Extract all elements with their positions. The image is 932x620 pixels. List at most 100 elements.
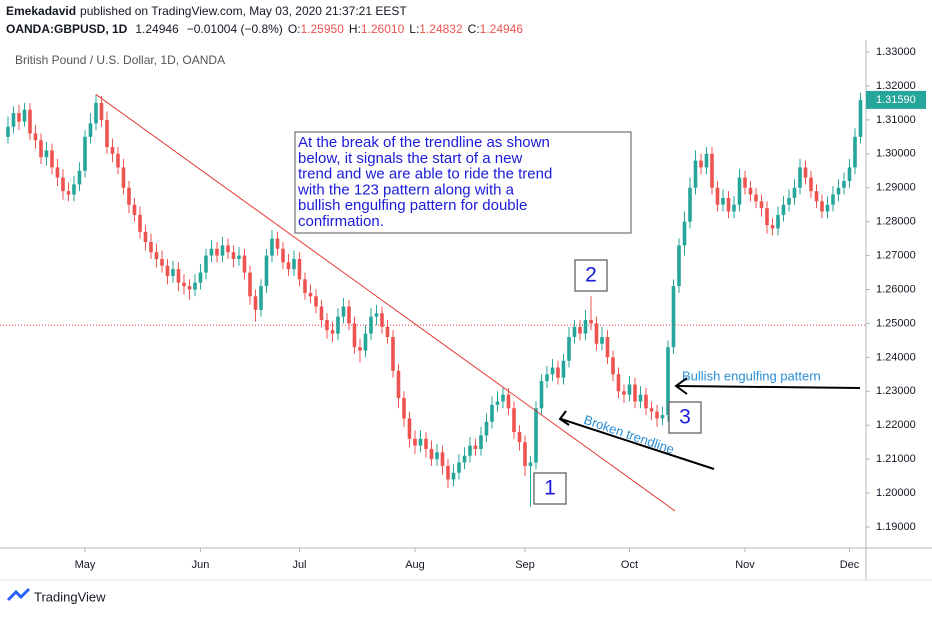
y-tick-label: 1.30000 <box>876 148 916 160</box>
candle-body <box>473 445 478 449</box>
candle-body <box>567 337 571 361</box>
candle-body <box>556 367 560 378</box>
candle-body <box>693 160 698 188</box>
candle-body <box>352 323 357 348</box>
annotation: Bullish engulfing pattern <box>682 368 821 383</box>
candle-body <box>677 245 681 287</box>
candle-body <box>523 442 527 466</box>
candle-body <box>28 109 32 134</box>
note-line: At the break of the trendline as shown <box>298 134 550 151</box>
arrow-trendline <box>558 410 715 470</box>
last-price-box <box>866 90 926 109</box>
candle-body <box>231 252 236 259</box>
note-line: bullish engulfing pattern for double <box>298 197 527 214</box>
note-line: with the 123 pattern along with a <box>297 181 515 198</box>
candle-body <box>583 320 588 334</box>
candle-body <box>248 272 252 297</box>
candle-body <box>88 123 93 137</box>
y-tick-label: 1.23000 <box>876 385 916 397</box>
candle-body <box>638 394 643 402</box>
y-tick-label: 1.27000 <box>876 249 916 261</box>
candle-body <box>259 286 263 310</box>
y-tick-label: 1.20000 <box>876 487 916 499</box>
author: Emekadavid <box>6 4 76 18</box>
arrow-head <box>674 377 688 395</box>
candle-body <box>127 187 131 205</box>
published: published on TradingView.com, May 03, 20… <box>80 4 407 18</box>
candle-body <box>831 194 835 205</box>
candle-body <box>72 184 76 195</box>
candle-body <box>787 197 791 205</box>
candle-body <box>743 177 747 188</box>
candle-body <box>748 187 753 195</box>
candle-body <box>182 282 186 287</box>
candle-body <box>660 415 665 419</box>
candle-body <box>341 306 346 317</box>
candle-body <box>737 177 742 205</box>
chart-title: British Pound / U.S. Dollar, 1D, OANDA <box>15 53 225 67</box>
symbol-line: OANDA:GBPUSD, 1D 1.24946 −0.01004 (−0.8%) O… <box>6 22 523 36</box>
candle-body <box>132 204 137 215</box>
candle-body <box>413 438 417 446</box>
candle-body <box>358 347 362 351</box>
marker-label: 3 <box>679 406 691 429</box>
candle-body <box>149 242 153 253</box>
candle-body <box>814 191 819 202</box>
candle-body <box>369 316 373 334</box>
candle-body <box>462 455 467 463</box>
y-tick-label: 1.28000 <box>876 216 916 228</box>
candle-body <box>105 119 109 148</box>
candle-body <box>710 153 714 188</box>
ohlc-label: O: <box>288 22 301 36</box>
ohlc-value: 1.24946 <box>480 22 524 36</box>
candle-body <box>836 187 841 195</box>
x-tick-label: Nov <box>735 559 755 571</box>
candle-body <box>803 167 808 178</box>
candle-body <box>451 472 456 480</box>
note-box <box>294 131 632 234</box>
candle-body <box>616 374 621 392</box>
candle-body <box>270 238 274 256</box>
marker-label: 2 <box>585 264 597 287</box>
ohlc-label: H: <box>349 22 361 36</box>
y-tick-label: 1.19000 <box>876 521 916 533</box>
arrow-line <box>560 418 715 470</box>
candle-body <box>649 408 654 412</box>
candle-body <box>622 391 626 395</box>
marker-label: 1 <box>544 477 556 500</box>
y-tick-label: 1.21000 <box>876 453 916 465</box>
plot-area <box>0 92 865 512</box>
candle-body <box>347 306 351 324</box>
y-tick-label: 1.25000 <box>876 317 916 329</box>
candle-body <box>858 99 863 137</box>
candle-body <box>484 421 489 436</box>
x-tick-label: May <box>75 559 96 571</box>
candle-body <box>198 272 203 283</box>
candle-body <box>281 248 285 263</box>
candle-body <box>292 258 296 270</box>
ohlc-label: C: <box>468 22 480 36</box>
candle-body <box>160 258 164 266</box>
candle-body <box>666 347 670 416</box>
candle-body <box>501 394 505 402</box>
candle-body <box>578 326 582 334</box>
candle-body <box>512 408 516 432</box>
candle-body <box>446 465 450 480</box>
x-tick-label: Oct <box>621 559 638 571</box>
candle-body <box>820 201 824 212</box>
candle-body <box>374 313 379 317</box>
candle-body <box>55 167 60 178</box>
candle-body <box>506 394 511 409</box>
candle-body <box>594 323 599 344</box>
candle-body <box>853 136 857 168</box>
y-tick-label: 1.33000 <box>876 46 916 58</box>
candle-body <box>407 418 412 439</box>
symbol: OANDA:GBPUSD, 1D <box>6 22 128 36</box>
candle-body <box>116 153 120 168</box>
candle-body <box>726 197 731 212</box>
x-tick-label: Dec <box>840 559 860 571</box>
candle-body <box>391 337 395 371</box>
candle-body <box>138 214 142 232</box>
candle-body <box>209 248 214 256</box>
